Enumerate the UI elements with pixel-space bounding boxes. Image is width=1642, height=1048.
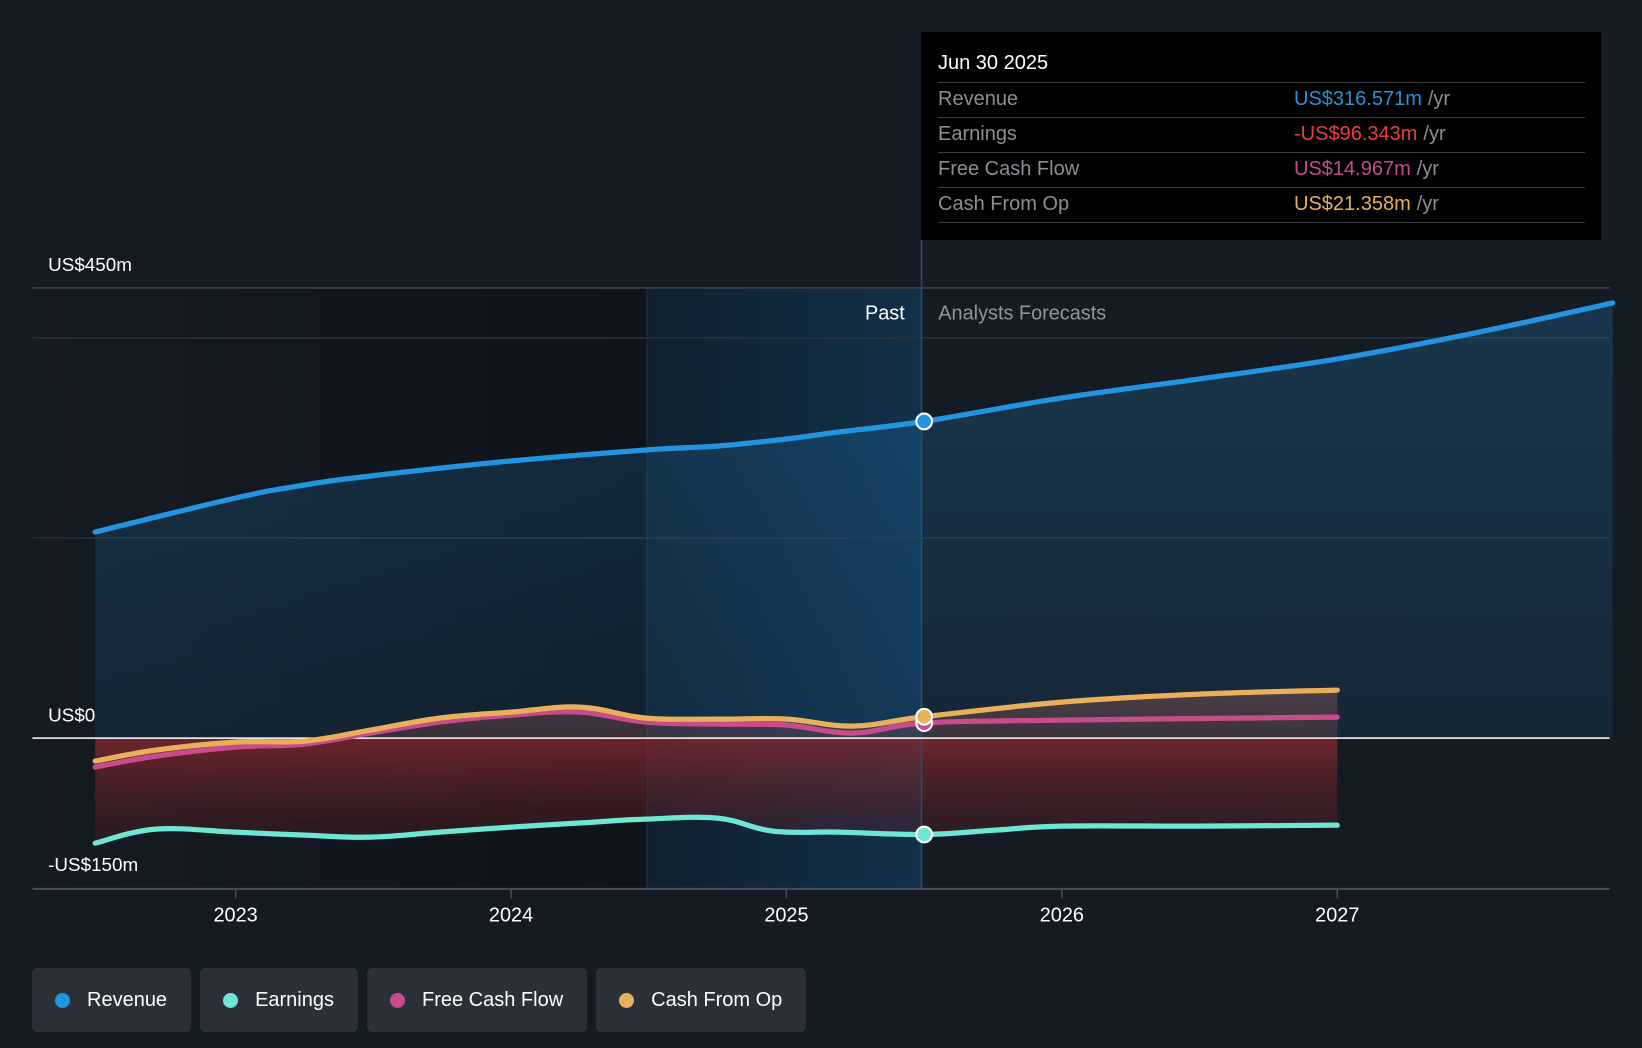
- tooltip-row-revenue: Revenue US$316.571m /yr: [938, 83, 1585, 118]
- tooltip-value: US$21.358m: [1294, 193, 1411, 215]
- y-axis-label: US$0: [48, 704, 95, 725]
- revenue-area: [95, 302, 1613, 739]
- revenue-dot-icon: [55, 992, 70, 1008]
- legend-item-revenue[interactable]: Revenue: [32, 968, 192, 1032]
- tooltip-label: Earnings: [938, 123, 1017, 145]
- tooltip-label: Cash From Op: [938, 193, 1070, 215]
- tooltip-date: Jun 30 2025: [938, 48, 1585, 83]
- x-tick-label: 2027: [1315, 904, 1359, 926]
- tooltip-value: -US$96.343m: [1294, 123, 1418, 145]
- tooltip-value: US$14.967m: [1294, 158, 1411, 180]
- earnings-line: [92, 814, 1340, 846]
- x-tick-label: 2025: [764, 904, 808, 926]
- tooltip-row-free-cash-flow: Free Cash Flow US$14.967m /yr: [938, 153, 1585, 188]
- tooltip-label: Free Cash Flow: [938, 158, 1080, 180]
- tooltip-unit: /yr: [1423, 123, 1446, 145]
- tooltip-label: Revenue: [938, 88, 1019, 110]
- legend-label: Cash From Op: [651, 988, 783, 1011]
- x-tick-label: 2024: [489, 904, 533, 926]
- free-cash-flow-dot-icon: [390, 992, 405, 1008]
- tooltip-unit: /yr: [1416, 193, 1439, 215]
- tooltip-unit: /yr: [1416, 158, 1439, 180]
- cash-from-op-line: [92, 687, 1340, 764]
- legend-label: Free Cash Flow: [422, 988, 564, 1011]
- cash-from-op-marker[interactable]: [915, 707, 934, 726]
- legend-label: Earnings: [255, 988, 334, 1011]
- earnings-dot-icon: [223, 992, 239, 1008]
- legend-item-earnings[interactable]: Earnings: [200, 968, 358, 1032]
- tooltip-value: US$316.571m: [1294, 88, 1422, 110]
- tooltip-row-earnings: Earnings -US$96.343m /yr: [938, 118, 1585, 153]
- revenue-line: [92, 300, 1616, 535]
- x-tick-label: 2023: [214, 904, 258, 926]
- legend-item-cash-from-op[interactable]: Cash From Op: [596, 968, 807, 1032]
- y-axis-label: -US$150m: [48, 854, 138, 875]
- forecast-label: Analysts Forecasts: [938, 302, 1106, 324]
- revenue-marker[interactable]: [915, 412, 934, 431]
- y-axis-label: US$450m: [48, 254, 132, 275]
- cash-from-op-dot-icon: [619, 992, 635, 1008]
- legend: Revenue Earnings Free Cash Flow Cash Fro…: [32, 968, 807, 1032]
- past-label: Past: [865, 302, 905, 324]
- legend-item-free-cash-flow[interactable]: Free Cash Flow: [367, 968, 588, 1032]
- earnings-area: [95, 738, 1338, 844]
- x-tick-label: 2026: [1040, 904, 1084, 926]
- free-cash-flow-line: [92, 709, 1340, 770]
- tooltip-row-cash-from-op: Cash From Op US$21.358m /yr: [938, 188, 1585, 223]
- tooltip-unit: /yr: [1427, 88, 1451, 110]
- earnings-marker[interactable]: [915, 825, 934, 844]
- tooltip: Jun 30 2025 Revenue US$316.571m /yr Earn…: [921, 32, 1601, 240]
- legend-label: Revenue: [87, 988, 168, 1011]
